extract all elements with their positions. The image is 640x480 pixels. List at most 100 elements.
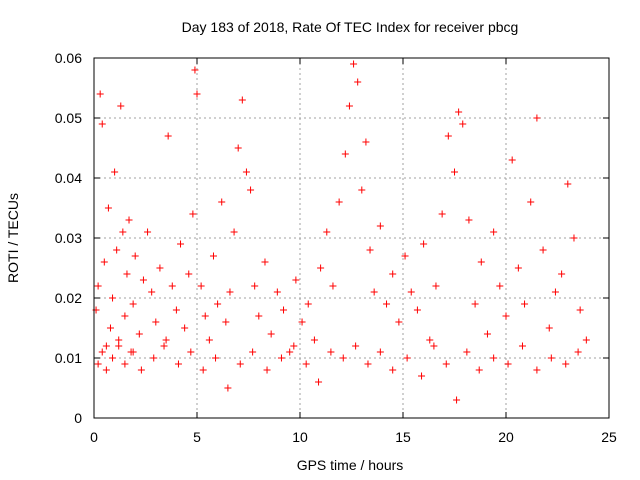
data-point	[413, 306, 421, 314]
y-tick-label: 0.02	[55, 290, 82, 306]
data-point	[290, 342, 298, 350]
data-point	[131, 252, 139, 260]
data-point	[463, 348, 471, 356]
data-point	[100, 258, 108, 266]
data-point	[160, 342, 168, 350]
data-point	[298, 318, 306, 326]
data-point	[144, 228, 152, 236]
data-point	[323, 228, 331, 236]
data-point	[273, 288, 281, 296]
data-point	[317, 264, 325, 272]
data-point	[574, 348, 582, 356]
data-point	[214, 300, 222, 308]
data-point	[315, 378, 323, 386]
data-point	[292, 276, 300, 284]
data-point	[376, 348, 384, 356]
chart-title: Day 183 of 2018, Rate Of TEC Index for r…	[182, 19, 519, 35]
data-point	[335, 198, 343, 206]
data-point	[465, 216, 473, 224]
data-point	[370, 288, 378, 296]
data-point	[251, 282, 259, 290]
data-point	[533, 114, 541, 122]
data-point	[286, 348, 294, 356]
data-point	[277, 354, 285, 362]
data-point	[129, 300, 137, 308]
data-point	[341, 150, 349, 158]
data-point	[187, 348, 195, 356]
grid	[94, 58, 609, 418]
data-point	[96, 90, 104, 98]
x-tick-label: 10	[292, 429, 308, 445]
y-tick-label: 0.01	[55, 350, 82, 366]
data-point	[197, 282, 205, 290]
data-point	[451, 168, 458, 176]
data-point	[514, 264, 522, 272]
data-point	[156, 264, 164, 272]
data-point	[310, 336, 318, 344]
data-point	[218, 198, 226, 206]
data-point	[119, 228, 127, 236]
data-point	[174, 360, 182, 368]
data-point	[508, 156, 516, 164]
data-point	[193, 90, 201, 98]
data-point	[475, 366, 483, 374]
data-point	[115, 342, 123, 350]
data-point	[444, 132, 452, 140]
data-point	[94, 360, 102, 368]
data-point	[420, 240, 428, 248]
x-axis-label: GPS time / hours	[297, 457, 404, 473]
data-point	[123, 270, 131, 278]
data-point	[455, 108, 463, 116]
data-point	[150, 354, 158, 362]
y-tick-label: 0.03	[55, 230, 82, 246]
data-point	[350, 60, 358, 68]
data-point	[111, 168, 119, 176]
data-point	[582, 336, 590, 344]
data-point	[102, 342, 110, 350]
data-point	[242, 168, 250, 176]
x-tick-label: 20	[498, 429, 514, 445]
data-point	[389, 366, 397, 374]
data-point	[137, 366, 145, 374]
data-point	[209, 252, 217, 260]
data-point	[125, 216, 133, 224]
data-point	[329, 282, 337, 290]
data-point	[376, 222, 384, 230]
data-point	[302, 360, 310, 368]
data-point	[483, 330, 491, 338]
data-point	[401, 252, 409, 260]
data-point	[490, 228, 498, 236]
data-point	[139, 276, 147, 284]
data-point	[364, 360, 372, 368]
data-point	[438, 210, 446, 218]
data-point	[152, 318, 160, 326]
data-point	[280, 306, 288, 314]
data-point	[168, 282, 176, 290]
data-point	[199, 366, 207, 374]
data-point	[94, 282, 102, 290]
x-tick-label: 5	[193, 429, 201, 445]
data-point	[518, 342, 526, 350]
data-point	[106, 324, 114, 332]
data-point	[109, 294, 117, 302]
data-point	[249, 348, 257, 356]
data-point	[109, 354, 117, 362]
data-point	[261, 258, 269, 266]
data-point	[551, 288, 559, 296]
data-point	[354, 78, 362, 86]
y-tick-label: 0.06	[55, 50, 82, 66]
data-point	[189, 210, 197, 218]
plot-frame	[93, 57, 610, 419]
data-point	[502, 312, 510, 320]
data-point	[432, 282, 440, 290]
data-point	[426, 336, 434, 344]
data-point	[226, 288, 234, 296]
data-point	[135, 330, 143, 338]
data-points	[92, 60, 590, 404]
y-tick-label: 0	[74, 410, 82, 426]
data-point	[366, 246, 374, 254]
data-point	[477, 258, 485, 266]
data-point	[362, 138, 370, 146]
data-point	[403, 354, 411, 362]
